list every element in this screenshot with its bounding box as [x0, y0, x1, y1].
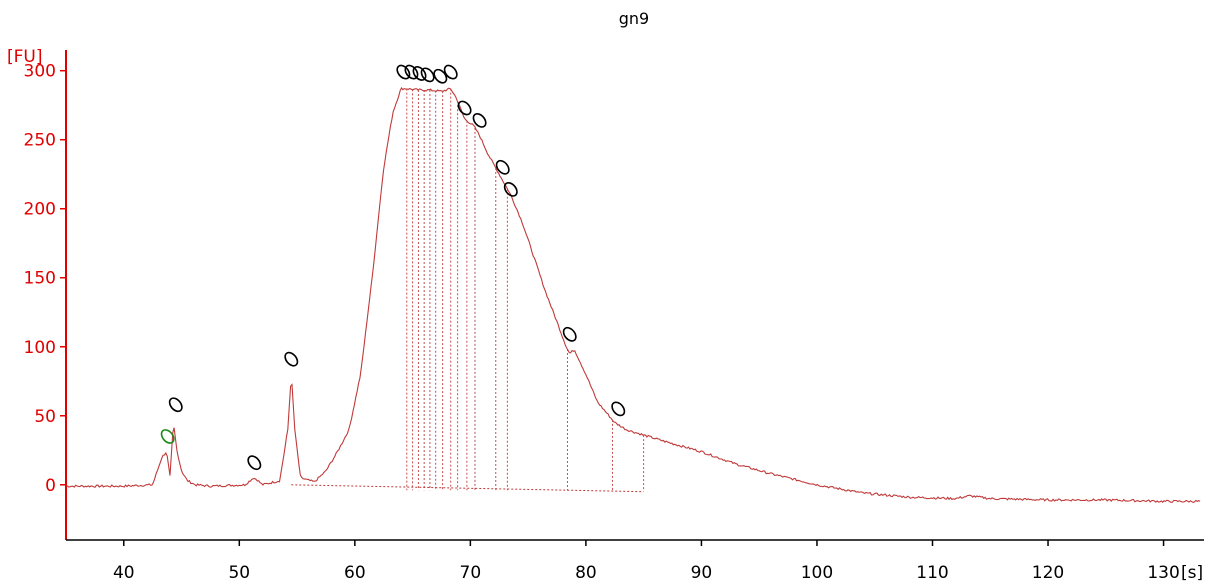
y-tick-label: 200 — [24, 200, 56, 220]
peak-marker — [433, 68, 448, 84]
y-tick-label: 100 — [24, 338, 56, 358]
peak-marker — [284, 351, 299, 367]
data-trace-line — [65, 86, 1201, 504]
x-tick-label: 60 — [344, 563, 366, 583]
peak-marker — [247, 455, 262, 471]
peak-marker — [420, 67, 435, 83]
peak-markers — [160, 64, 626, 471]
peak-marker — [562, 326, 577, 342]
peak-marker — [168, 397, 183, 413]
x-tick-label: 90 — [691, 563, 713, 583]
peak-marker — [457, 100, 472, 116]
trace-layer — [65, 86, 1201, 504]
x-axis-label: [s] — [1181, 563, 1203, 583]
x-tick-labels: 40 50 60 70 80 90 100 110 120 130 — [113, 563, 1180, 583]
x-tick-label: 110 — [916, 563, 948, 583]
x-tick-label: 100 — [801, 563, 833, 583]
peak-marker — [160, 429, 175, 444]
y-tick-label: 250 — [24, 131, 56, 151]
peak-marker — [443, 64, 458, 80]
y-tick-label: 50 — [34, 407, 56, 427]
drop-lines — [406, 88, 645, 491]
peak-marker — [495, 159, 510, 175]
x-tick-label: 80 — [575, 563, 597, 583]
baseline-segment — [291, 484, 644, 493]
x-tick-label: 40 — [113, 563, 135, 583]
x-tick-label: 130 — [1147, 563, 1179, 583]
y-axis-label: [FU] — [7, 47, 43, 67]
y-tick-labels: 0 50 100 150 200 250 300 — [24, 62, 56, 496]
peak-marker — [472, 113, 487, 128]
peak-marker — [396, 64, 411, 80]
x-tick-label: 70 — [460, 563, 482, 583]
axes — [65, 50, 1204, 541]
y-tick-label: 0 — [45, 476, 56, 496]
x-tick-label: 50 — [228, 563, 250, 583]
y-tick-label: 300 — [24, 62, 56, 82]
peak-marker — [611, 401, 626, 417]
tick-marks — [60, 69, 1165, 546]
x-tick-label: 120 — [1032, 563, 1064, 583]
y-tick-label: 150 — [24, 269, 56, 289]
peak-marker — [503, 182, 518, 197]
chart-title: gn9 — [619, 9, 649, 28]
